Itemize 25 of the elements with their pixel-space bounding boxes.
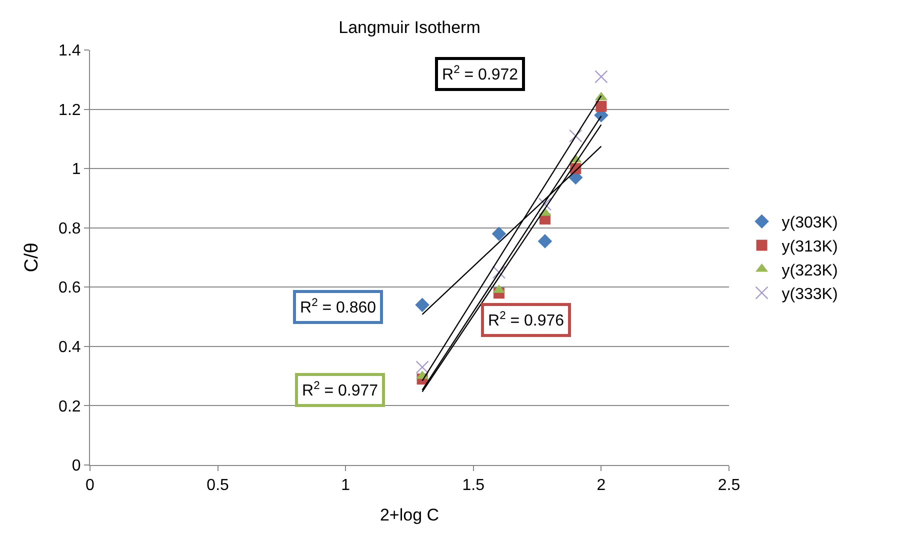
y-tick-label: 0.8 <box>58 220 81 238</box>
legend-label: y(303K) <box>782 214 838 232</box>
legend-label: y(323K) <box>782 262 838 280</box>
x-tick-label: 0 <box>86 477 95 494</box>
annotation: R$^{2}$ = 0.860 <box>300 297 376 317</box>
y-tick-label: 0.6 <box>58 280 81 297</box>
x-tick-label: 1.5 <box>462 477 485 494</box>
annotation: R$^{2}$ = 0.977 <box>302 380 378 400</box>
x-tick-label: 1 <box>341 477 350 494</box>
legend-label: y(313K) <box>782 238 838 256</box>
y-tick-label: 1 <box>72 161 81 178</box>
y-tick-label: 0.4 <box>58 339 81 356</box>
annotation: R$^{2}$ = 0.976 <box>488 310 564 330</box>
legend-label: y(333K) <box>782 286 838 304</box>
x-tick-label: 0.5 <box>206 477 230 494</box>
y-tick-label: 1.4 <box>58 42 81 60</box>
x-axis-title: 2+log C <box>380 506 440 525</box>
x-tick-label: 2.5 <box>718 477 740 494</box>
y-tick-label: 0 <box>72 458 81 475</box>
y-axis-title: C/θ <box>21 242 42 272</box>
x-tick-label: 2 <box>596 477 606 494</box>
annotation: R$^{2}$ = 0.972 <box>442 64 518 84</box>
chart-title: Langmuir Isotherm <box>338 18 480 38</box>
y-tick-label: 1.2 <box>58 102 81 119</box>
y-tick-label: 0.2 <box>58 398 81 416</box>
